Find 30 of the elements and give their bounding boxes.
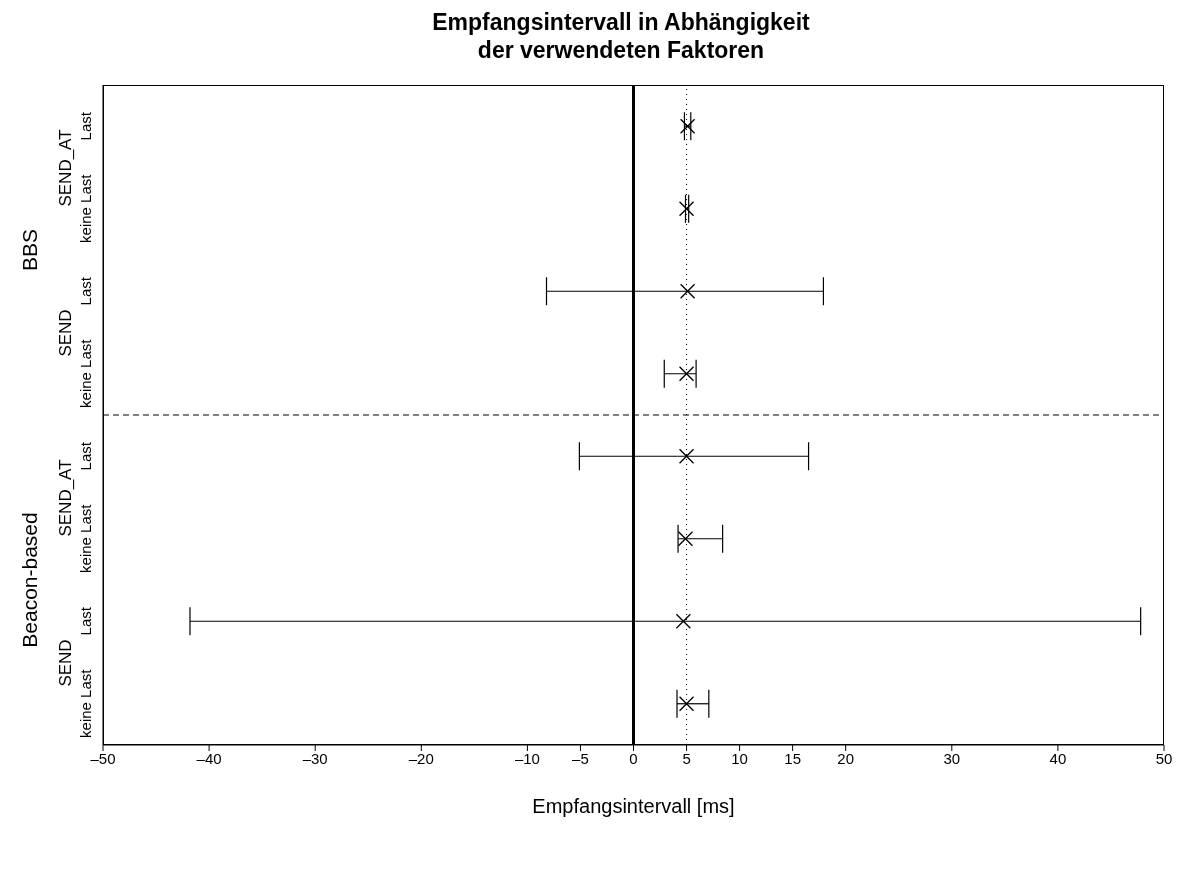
y-tick-label: keine Last: [77, 668, 94, 738]
chart-title: Empfangsintervall in Abhängigkeit der verwendeten Faktoren: [431, 8, 811, 65]
x-tick-label: 0: [629, 749, 638, 767]
text: SEND_AT: [56, 128, 76, 207]
x-tick-label: –30: [302, 749, 328, 767]
x-tick-label: 50: [1155, 749, 1173, 767]
y-tick-label: Last: [77, 441, 94, 471]
x-tick-label: –50: [90, 749, 116, 767]
x-tick-label: 15: [784, 749, 801, 767]
x-tick-label: 5: [682, 749, 691, 767]
x-tick-label: 40: [1049, 749, 1067, 767]
y-tick-label: keine Last: [77, 338, 94, 408]
text: SEND: [56, 638, 76, 687]
x-tick-label: 10: [731, 749, 748, 767]
y-tick-label: keine Last: [77, 173, 94, 243]
text: SEND: [56, 308, 76, 357]
x-tick-label: –20: [408, 749, 434, 767]
text: SEND_AT: [56, 458, 76, 537]
x-tick-label: –10: [514, 749, 540, 767]
text: BBS: [18, 228, 42, 272]
y-tick-label: Last: [77, 606, 94, 636]
x-tick-label: 30: [943, 749, 961, 767]
y-tick-label: keine Last: [77, 503, 94, 573]
x-tick-label: –5: [572, 749, 589, 767]
x-tick-label: 20: [837, 749, 855, 767]
y-tick-label: Last: [77, 111, 94, 141]
y-tick-label: Last: [77, 276, 94, 306]
text: Beacon-based: [18, 512, 42, 648]
x-tick-label: –40: [196, 749, 222, 767]
x-axis-title: Empfangsintervall [ms]: [532, 795, 735, 817]
